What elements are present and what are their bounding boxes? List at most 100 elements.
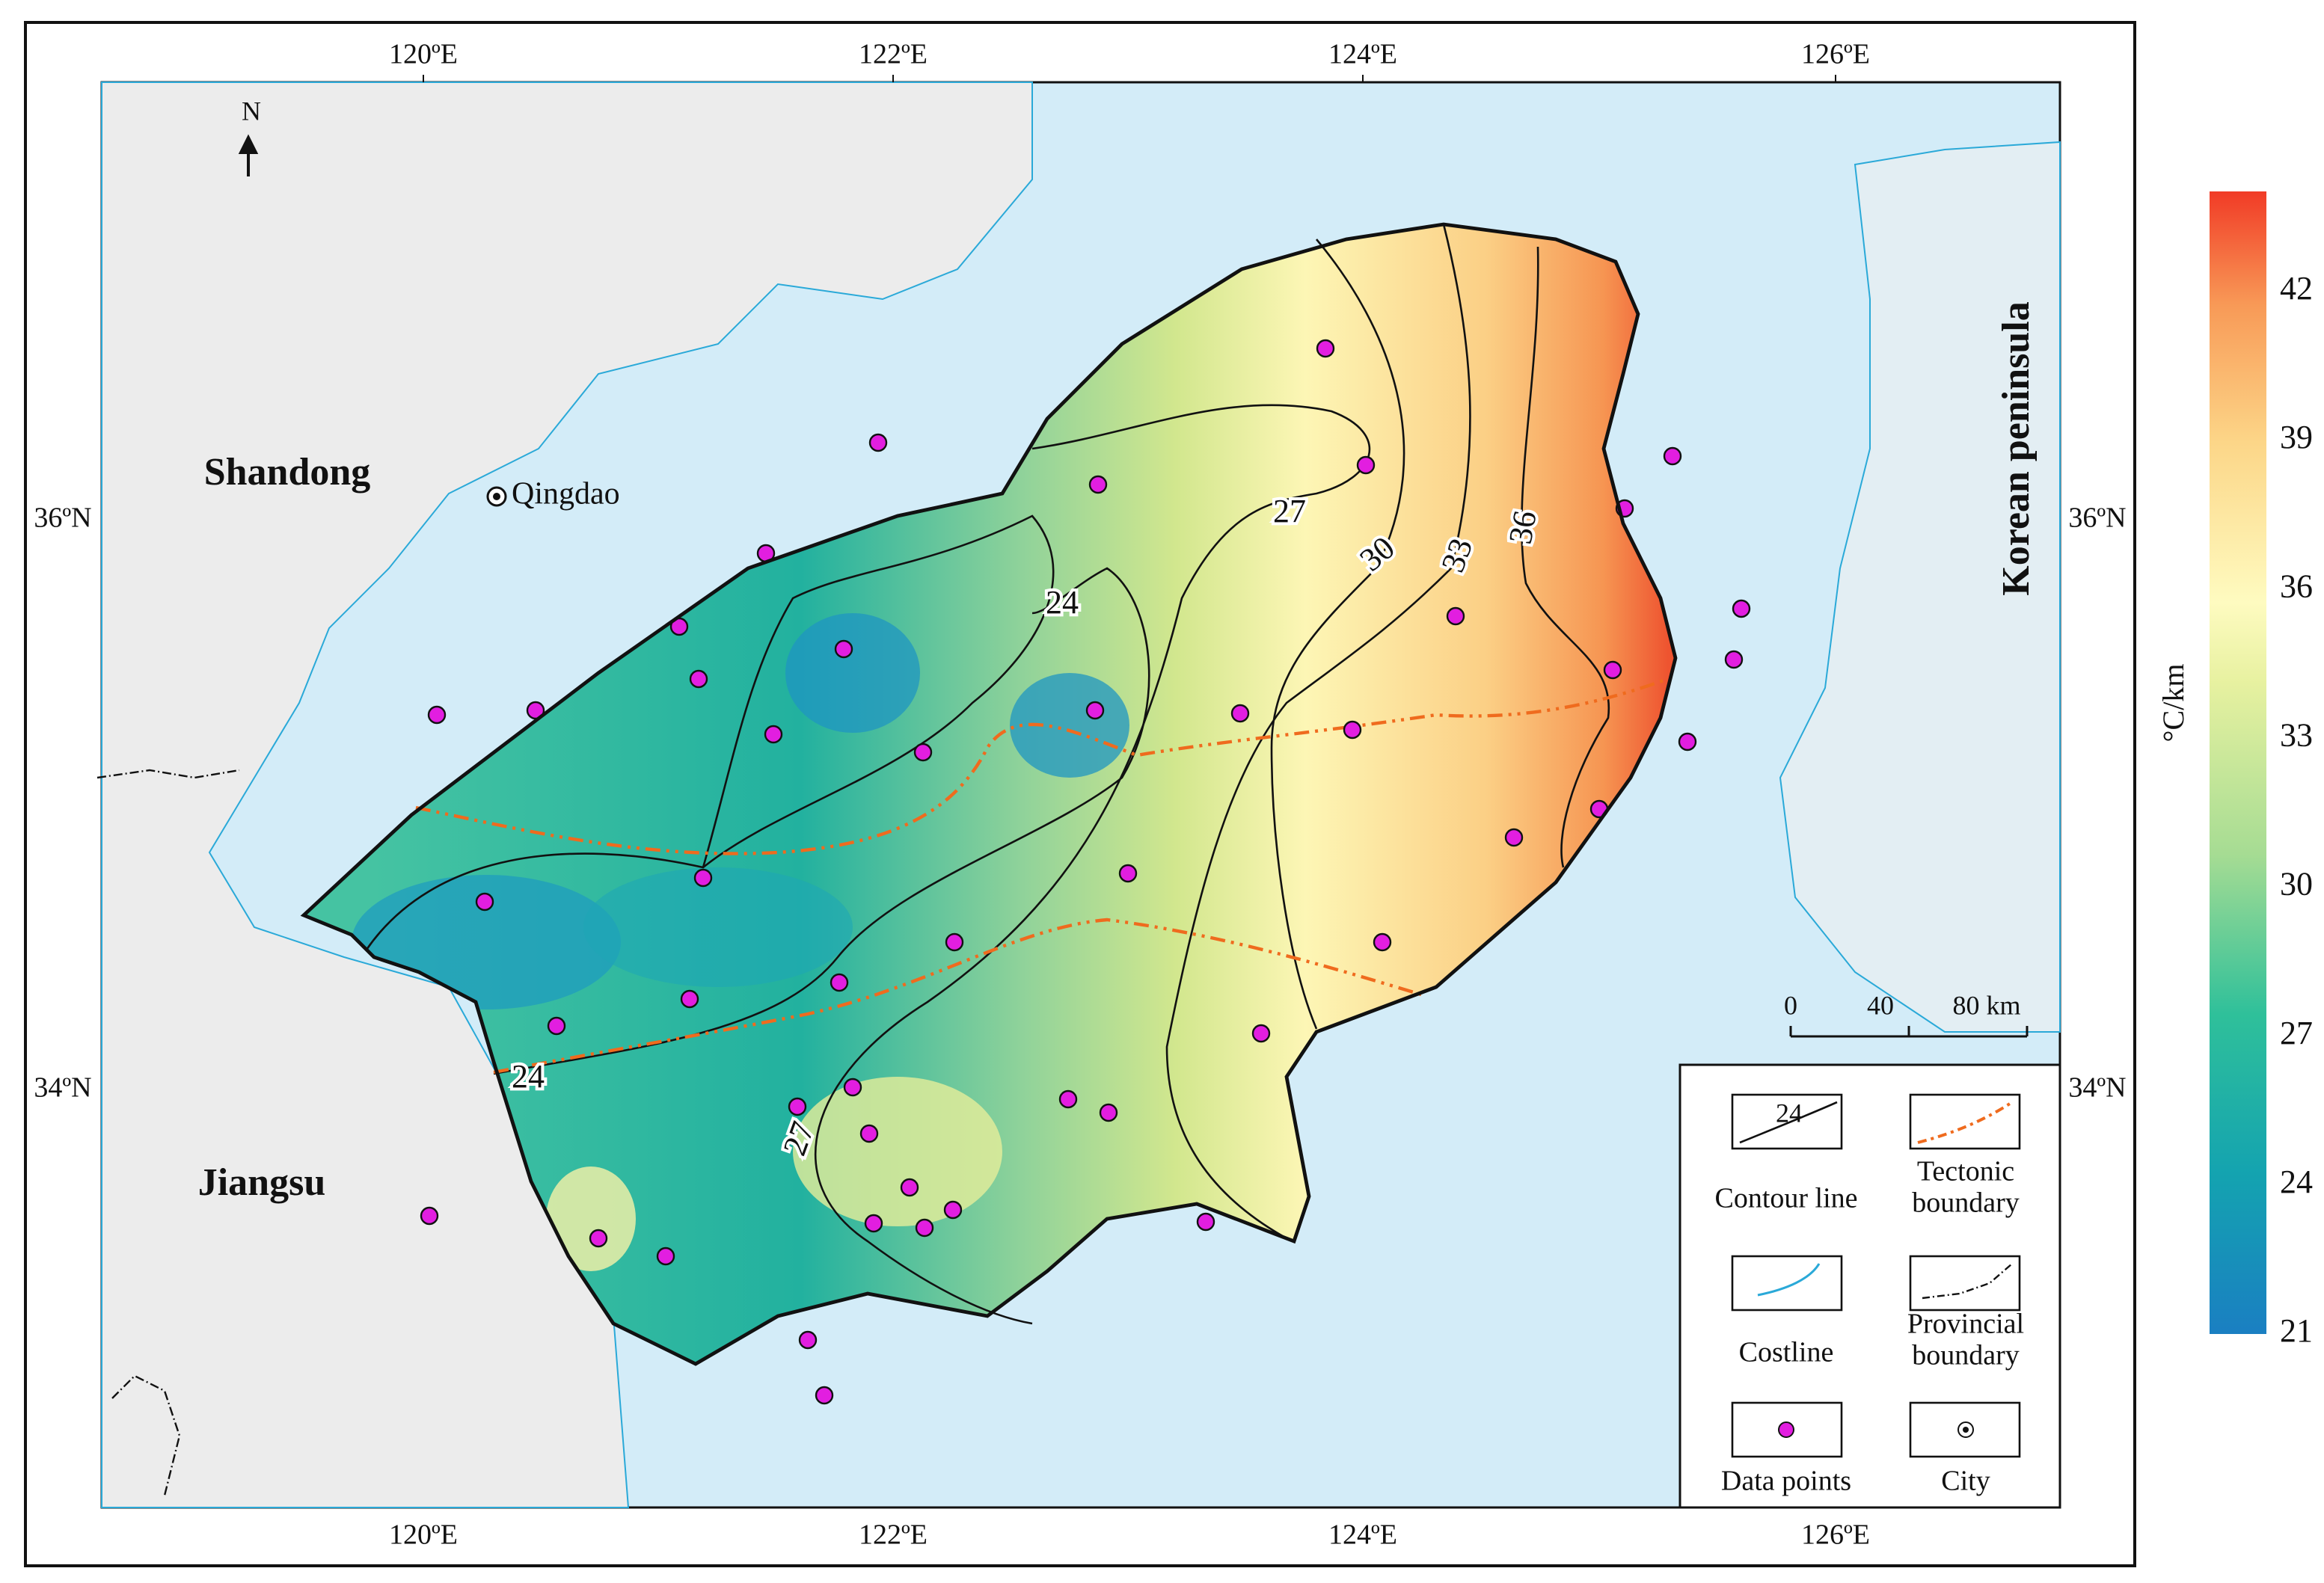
data-point <box>475 892 494 912</box>
lat-label: 36ºN <box>34 502 91 534</box>
data-point <box>834 639 853 659</box>
lon-label: 122ºE <box>859 1519 928 1551</box>
data-point <box>859 1124 879 1143</box>
data-point <box>1504 828 1524 847</box>
place-label: Shandong <box>204 451 371 494</box>
data-point <box>868 433 888 452</box>
legend-swatch <box>1731 1255 1843 1312</box>
legend-swatch <box>1731 1093 1843 1150</box>
data-point <box>420 1206 439 1226</box>
high-zone <box>793 1077 1002 1226</box>
contour <box>493 567 1150 1075</box>
data-point <box>547 1016 566 1036</box>
data-point <box>1373 932 1392 952</box>
data-point <box>1678 732 1697 751</box>
lat-label: 36ºN <box>2068 502 2126 534</box>
data-point <box>689 669 708 689</box>
colorbar-tick-label: 24 <box>2280 1164 2313 1200</box>
data-point <box>427 705 447 725</box>
legend-label: boundary <box>1912 1340 2020 1371</box>
data-point <box>913 743 933 762</box>
lon-label: 126ºE <box>1801 39 1870 70</box>
legend-label: City <box>1941 1466 1990 1497</box>
legend-swatch <box>1909 1255 2021 1312</box>
data-point <box>1099 1103 1118 1122</box>
contour-label: 24 <box>512 1058 545 1095</box>
lon-label: 120ºE <box>389 39 458 70</box>
data-point <box>1085 701 1105 720</box>
legend-label: Costline <box>1739 1337 1834 1368</box>
legend: 24 <box>1678 1063 2061 1509</box>
data-point <box>815 1386 834 1405</box>
lon-label: 122ºE <box>859 39 928 70</box>
colorbar-tick-label: 21 <box>2280 1312 2313 1349</box>
data-point <box>1724 650 1744 669</box>
data-point <box>1088 475 1108 494</box>
legend-label: boundary <box>1912 1187 2020 1219</box>
place-label: Korean peninsula <box>1995 301 2038 595</box>
legend-contour <box>1739 1101 1838 1144</box>
contour <box>1270 239 1405 1030</box>
lon-label: 120ºE <box>389 1519 458 1551</box>
data-point <box>1251 1024 1271 1043</box>
data-points <box>420 339 1751 1405</box>
data-point <box>680 989 699 1009</box>
legend-provincial <box>1922 1263 2013 1300</box>
data-point <box>1343 720 1362 740</box>
colorbar-tick-label: 36 <box>2280 568 2313 604</box>
legend-coastline <box>1757 1263 1821 1297</box>
data-point <box>943 1200 963 1220</box>
data-point <box>945 932 964 952</box>
colorbar-tick-label: 30 <box>2280 866 2313 903</box>
tectonic-boundary <box>493 917 1422 1075</box>
north-label: N <box>242 96 261 126</box>
scale-bar <box>1789 1026 2029 1038</box>
lon-label: 124ºE <box>1328 39 1397 70</box>
data-point <box>1356 455 1376 475</box>
data-point <box>656 1247 675 1266</box>
lon-label: 124ºE <box>1328 1519 1397 1551</box>
legend-city-dot <box>1963 1427 1969 1433</box>
legend-label: Data points <box>1721 1466 1851 1497</box>
contour-label: 27 <box>1273 493 1306 529</box>
contour-lines <box>365 224 1610 1325</box>
data-point <box>1058 1089 1078 1109</box>
data-point <box>788 1097 807 1116</box>
legend-point <box>1778 1421 1794 1438</box>
data-point <box>1603 660 1622 680</box>
tectonic-boundary <box>415 678 1664 855</box>
lat-label: 34ºN <box>34 1072 91 1104</box>
data-point <box>798 1330 818 1350</box>
legend-swatch <box>1909 1093 2021 1150</box>
low-zone <box>785 613 920 733</box>
scale-label: 0 <box>1784 990 1797 1020</box>
legend-tectonic <box>1917 1101 2014 1144</box>
data-point <box>693 868 713 888</box>
korean-coast <box>1779 141 2061 1033</box>
high-zone <box>546 1166 636 1271</box>
legend-sample-label: 24 <box>1776 1098 1803 1128</box>
city-label: Qingdao <box>512 477 620 511</box>
data-point <box>843 1078 862 1097</box>
contour <box>365 514 1055 950</box>
colorbar-tick-label: 39 <box>2280 419 2313 455</box>
data-point <box>900 1178 919 1197</box>
legend-label: Tectonic <box>1917 1156 2014 1187</box>
data-point <box>1196 1212 1215 1232</box>
data-point <box>864 1214 883 1233</box>
tectonic-boundaries <box>415 678 1664 1075</box>
lat-label: 34ºN <box>2068 1072 2126 1104</box>
colorbar-tick-label: 42 <box>2280 270 2313 307</box>
legend-label: Contour line <box>1714 1183 1857 1214</box>
city-marker-dot <box>493 493 500 500</box>
colorbar-tick-label: 27 <box>2280 1015 2313 1051</box>
scale-label: 40 <box>1867 990 1894 1020</box>
contour <box>815 404 1371 1325</box>
data-point <box>764 725 783 744</box>
colorbar-unit: °C/km <box>2156 664 2190 743</box>
contour <box>1521 246 1610 868</box>
contour-label: 36 <box>1502 508 1544 547</box>
low-zone <box>1010 673 1129 778</box>
colorbar <box>2210 191 2266 1334</box>
data-point <box>1316 339 1335 358</box>
